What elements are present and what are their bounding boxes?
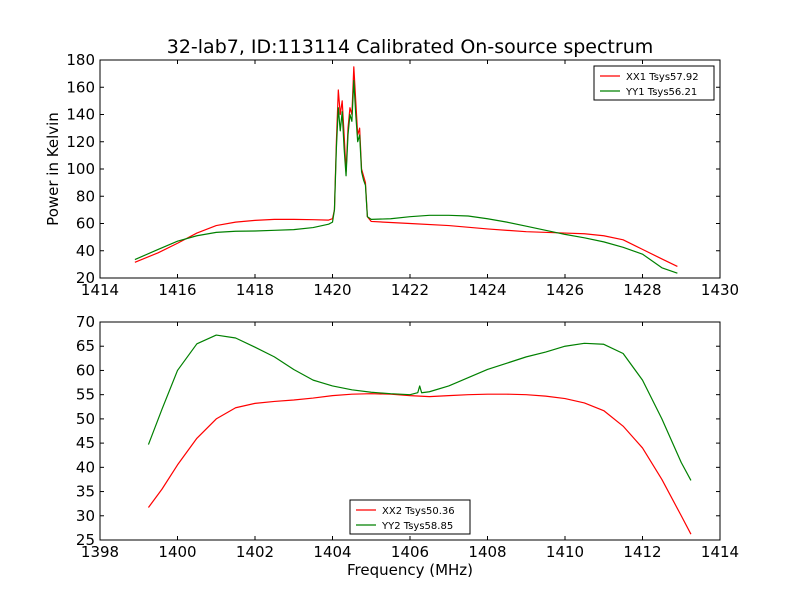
series-line-2-xx — [147, 393, 692, 535]
y-tick-label: 50 — [76, 410, 95, 428]
panels: 1414 1416 1418 1420 1422 1424 1426 1428 1430 20 40… — [44, 51, 739, 579]
y-tick-label: 65 — [76, 337, 95, 355]
y-tick-label: 40 — [76, 242, 95, 260]
series-line-2-yy — [147, 334, 692, 481]
y-tick-label: 160 — [66, 78, 95, 96]
y-tick-label: 60 — [76, 215, 95, 233]
y-tick-label: 40 — [76, 458, 95, 476]
x-tick-label: 1404 — [313, 543, 351, 561]
legend: XX2 Tsys50.36 YY2 Tsys58.85 — [349, 499, 471, 535]
y-axis-label: Power in Kelvin — [44, 112, 62, 226]
x-tick-label: 1414 — [81, 281, 119, 299]
y-tick-label: 100 — [66, 160, 95, 178]
series-line-1-yy — [134, 79, 678, 274]
figure-title: 32-lab7, ID:113114 Calibrated On-source … — [167, 36, 654, 58]
x-tick-label: 1418 — [236, 281, 274, 299]
x-tick-label: 1428 — [623, 281, 661, 299]
x-tick-label: 1408 — [468, 543, 506, 561]
legend-entry-label: XX1 Tsys57.92 — [626, 72, 699, 83]
y-tick-label: 80 — [76, 187, 95, 205]
y-tick-label: 140 — [66, 106, 95, 124]
x-tick-label: 1414 — [701, 543, 739, 561]
y-tick-label: 30 — [76, 507, 95, 525]
x-tick-label: 1416 — [158, 281, 196, 299]
y-tick-label: 60 — [76, 361, 95, 379]
chart-panel-1: 1414 1416 1418 1420 1422 1424 1426 1428 1430 20 40… — [44, 51, 739, 299]
y-tick-label: 70 — [76, 313, 95, 331]
y-tick-label: 180 — [66, 51, 95, 69]
y-tick-label: 20 — [76, 269, 95, 287]
x-tick-label: 1402 — [236, 543, 274, 561]
y-tick-label: 35 — [76, 483, 95, 501]
legend-entry-label: YY2 Tsys58.85 — [381, 521, 453, 532]
legend-box — [593, 65, 715, 101]
chart-panel-2: 1398 1400 1402 1404 1406 1408 1410 1412 1414 25 30… — [76, 313, 739, 579]
x-tick-label: 1426 — [546, 281, 584, 299]
x-tick-label: 1412 — [623, 543, 661, 561]
x-tick-label: 1420 — [313, 281, 351, 299]
y-tick-label: 120 — [66, 133, 95, 151]
x-tick-label: 1400 — [158, 543, 196, 561]
x-tick-label: 1430 — [701, 281, 739, 299]
legend: XX1 Tsys57.92 YY1 Tsys56.21 — [593, 65, 715, 101]
x-tick-label: 1398 — [81, 543, 119, 561]
legend-box — [349, 499, 471, 535]
legend-entry-label: XX2 Tsys50.36 — [382, 506, 455, 517]
x-axis-label: Frequency (MHz) — [347, 561, 473, 579]
series-line-1-xx — [134, 66, 678, 267]
y-tick-label: 45 — [76, 434, 95, 452]
x-tick-label: 1406 — [391, 543, 429, 561]
y-tick-label: 55 — [76, 386, 95, 404]
x-tick-label: 1410 — [546, 543, 584, 561]
x-tick-label: 1424 — [468, 281, 506, 299]
x-tick-label: 1422 — [391, 281, 429, 299]
y-tick-label: 25 — [76, 531, 95, 549]
legend-entry-label: YY1 Tsys56.21 — [625, 87, 697, 98]
